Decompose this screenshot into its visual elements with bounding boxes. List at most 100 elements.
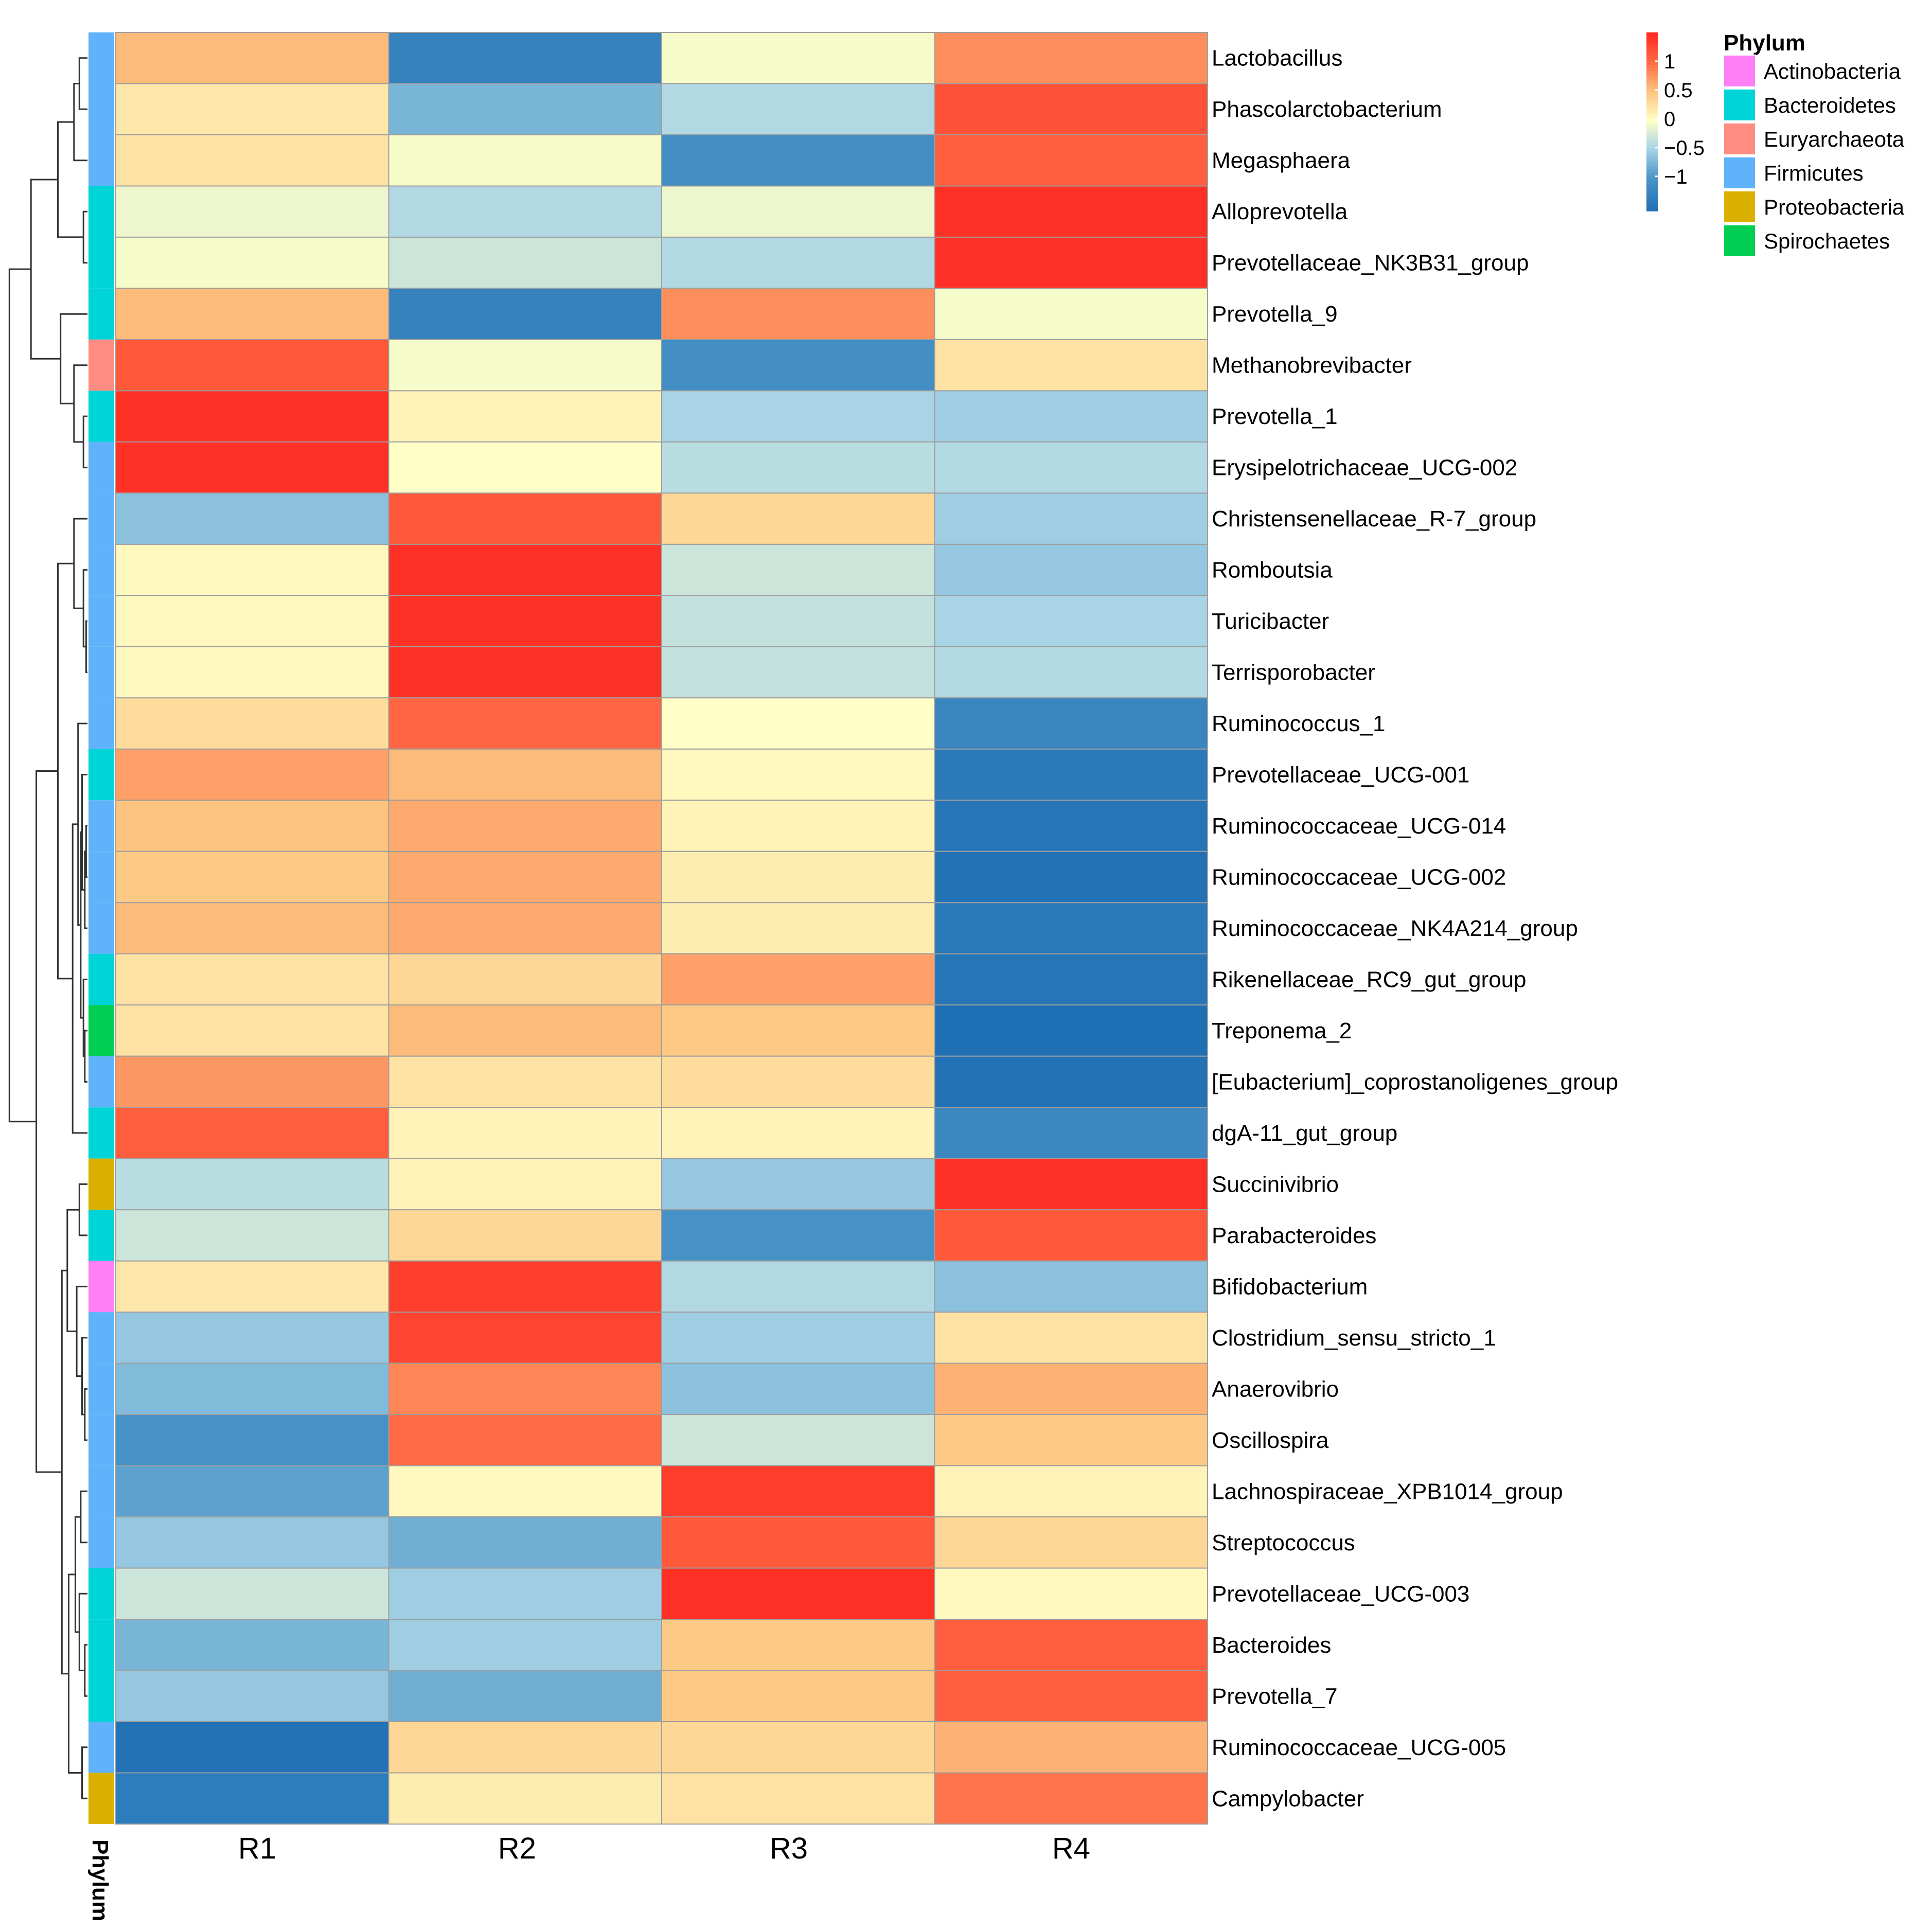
row-label: Bacteroides	[1212, 1633, 1331, 1658]
heatmap-cell	[661, 1721, 935, 1774]
color-scale-segment	[1646, 145, 1658, 149]
heatmap-cell	[115, 1670, 389, 1722]
heatmap-cell	[661, 1260, 935, 1313]
heatmap-cell	[115, 339, 389, 392]
heatmap-cell	[388, 1004, 662, 1057]
dendrogram-branch	[73, 364, 87, 443]
heatmap-cell	[934, 32, 1208, 84]
phylum-annotation-cell	[88, 441, 114, 493]
row-label: Prevotellaceae_UCG-001	[1212, 763, 1469, 788]
heatmap-cell	[388, 851, 662, 904]
heatmap-cell	[661, 1312, 935, 1364]
color-scale-segment	[1646, 53, 1658, 57]
color-scale-segment	[1646, 142, 1658, 146]
color-scale-segment	[1646, 184, 1658, 188]
heatmap-cell	[934, 1107, 1208, 1159]
color-scale-segment	[1646, 208, 1658, 211]
heatmap-cell	[661, 595, 935, 647]
heatmap-cell	[934, 1414, 1208, 1466]
column-label: R2	[498, 1832, 536, 1865]
color-scale-segment	[1646, 71, 1658, 75]
color-scale-segment	[1646, 172, 1658, 176]
heatmap-cell	[934, 800, 1208, 852]
heatmap-cell	[388, 902, 662, 954]
heatmap-cell	[661, 492, 935, 545]
row-label: Campylobacter	[1212, 1786, 1364, 1811]
color-scale-segment	[1646, 125, 1658, 128]
heatmap-cell	[115, 595, 389, 647]
heatmap-cell	[115, 1055, 389, 1108]
heatmap-cell	[388, 32, 662, 84]
heatmap-cell	[661, 1772, 935, 1825]
phylum-annotation-cell	[88, 1261, 114, 1313]
row-label: Phascolarctobacterium	[1212, 97, 1442, 122]
row-label: Ruminococcaceae_UCG-014	[1212, 813, 1506, 839]
heatmap-cell	[115, 1619, 389, 1671]
color-scale-segment	[1646, 130, 1658, 134]
heatmap-cell	[388, 441, 662, 494]
phylum-annotation-cell	[88, 1210, 114, 1261]
heatmap-cell	[388, 339, 662, 392]
heatmap-cell	[661, 748, 935, 801]
heatmap-cell	[934, 83, 1208, 135]
color-scale-segment	[1646, 62, 1658, 66]
dendrogram-branch	[73, 518, 87, 609]
heatmap-cell	[115, 1465, 389, 1518]
color-scale-segment	[1646, 166, 1658, 170]
color-scale-segment	[1646, 65, 1658, 69]
phylum-annotation-cell	[88, 1568, 114, 1620]
heatmap-cell	[388, 185, 662, 238]
color-scale-segment	[1646, 98, 1658, 101]
dendrogram-branch	[81, 1746, 87, 1799]
phylum-annotation-cell	[88, 391, 114, 442]
row-label: Methanobrevibacter	[1212, 353, 1412, 378]
row-label: Turicibacter	[1212, 609, 1329, 634]
row-label: Prevotellaceae_UCG-003	[1212, 1581, 1469, 1606]
heatmap-cell	[115, 1516, 389, 1569]
color-scale-segment	[1646, 50, 1658, 54]
heatmap-cell	[388, 134, 662, 187]
heatmap-cell	[115, 748, 389, 801]
color-scale-tick-label: 0.5	[1664, 79, 1693, 102]
heatmap-cell	[661, 800, 935, 852]
phylum-annotation-cell	[88, 1619, 114, 1671]
heatmap-cell	[661, 236, 935, 289]
row-label: Rikenellaceae_RC9_gut_group	[1212, 967, 1527, 993]
color-scale-segment	[1646, 157, 1658, 161]
row-label: Ruminococcus_1	[1212, 711, 1386, 736]
color-scale-segment	[1646, 113, 1658, 116]
row-labels: Lactobacillus Phascolarctobacterium Megasp…	[1212, 46, 1618, 1812]
heatmap-cell	[934, 339, 1208, 392]
color-scale-segment	[1646, 193, 1658, 197]
color-scale-tick-label: 1	[1664, 50, 1675, 73]
heatmap-cell	[661, 1619, 935, 1671]
heatmap-cell	[115, 1567, 389, 1620]
heatmap-cell	[388, 1567, 662, 1620]
phylum-annotation-cell	[88, 902, 114, 954]
heatmap-cell	[115, 492, 389, 545]
color-scale-segment	[1646, 44, 1658, 48]
color-scale-segment	[1646, 163, 1658, 167]
color-scale-segment	[1646, 133, 1658, 137]
heatmap-cell	[115, 697, 389, 750]
heatmap-cell	[115, 902, 389, 954]
heatmap-cell	[115, 32, 389, 84]
heatmap-cell	[661, 83, 935, 135]
color-scale-tick-label: −1	[1664, 166, 1688, 188]
heatmap-cell	[388, 646, 662, 699]
heatmap-cell	[115, 851, 389, 904]
phylum-legend-swatch	[1723, 55, 1756, 87]
phylum-annotation-cell	[88, 749, 114, 801]
color-scale-segment	[1646, 181, 1658, 185]
column-label: R1	[238, 1832, 276, 1865]
column-labels: R1 R2 R3 R4	[238, 1832, 1090, 1865]
color-scale-segment	[1646, 59, 1658, 63]
color-scale-segment	[1646, 175, 1658, 179]
heatmap-cell	[934, 1158, 1208, 1211]
phylum-legend-swatch	[1723, 156, 1756, 189]
dendrogram-branch	[85, 825, 87, 878]
heatmap-cell	[115, 441, 389, 494]
dendrogram-branch	[30, 179, 61, 360]
heatmap-cell	[388, 595, 662, 647]
heatmap-cell	[661, 1209, 935, 1262]
